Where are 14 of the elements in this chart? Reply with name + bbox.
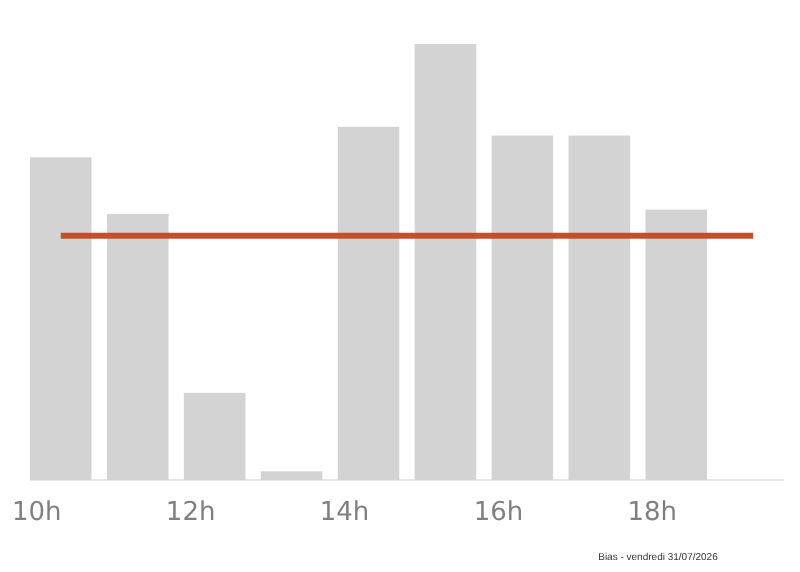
bar (30, 157, 92, 480)
x-tick-label: 12h (165, 498, 216, 528)
bar (414, 44, 477, 480)
bar (568, 135, 631, 480)
bar (260, 471, 323, 480)
x-tick-label: 10h (11, 498, 62, 528)
bar (491, 135, 554, 480)
bar (106, 214, 169, 480)
x-tick-label: 18h (627, 498, 678, 528)
bar (645, 209, 708, 480)
bar (183, 392, 246, 480)
x-tick-label: 14h (319, 498, 370, 528)
x-tick-label: 16h (473, 498, 524, 528)
bar (337, 126, 400, 480)
